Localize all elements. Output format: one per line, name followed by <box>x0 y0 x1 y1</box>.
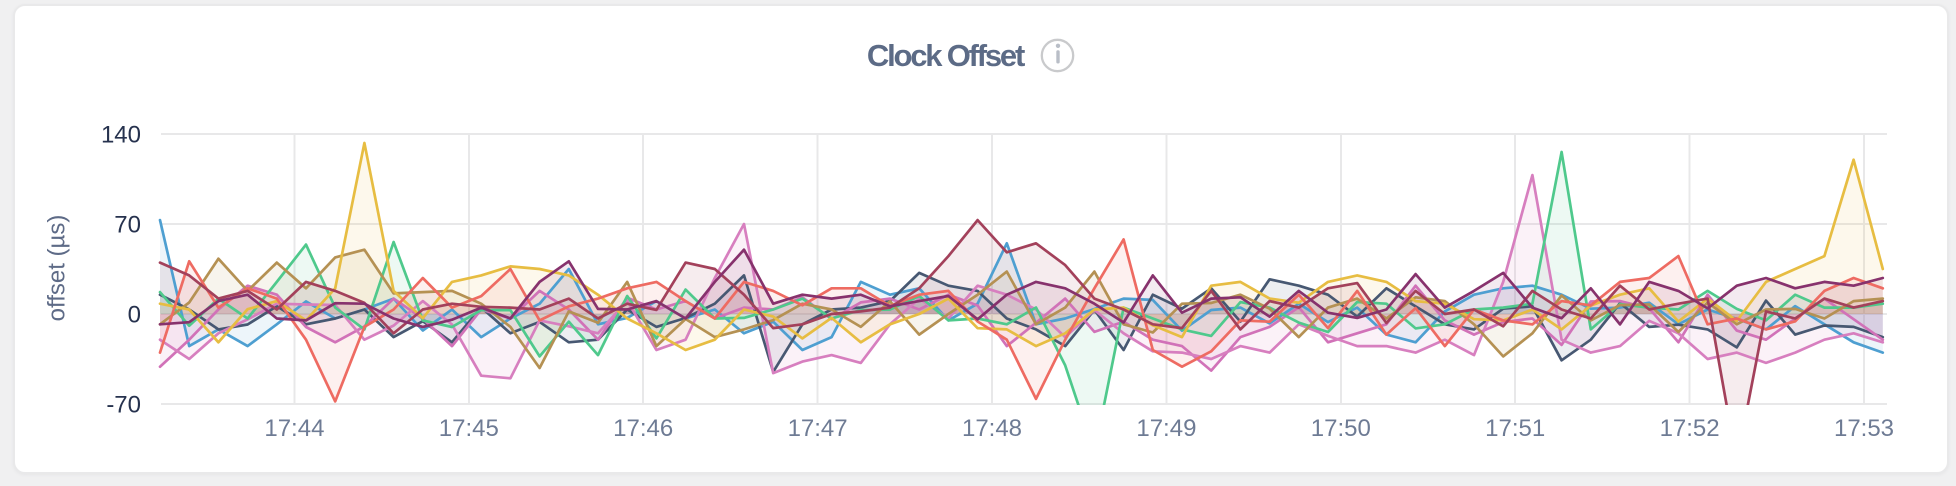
svg-text:17:45: 17:45 <box>439 415 499 442</box>
svg-text:-70: -70 <box>106 392 141 419</box>
svg-text:17:47: 17:47 <box>788 415 848 442</box>
svg-text:17:46: 17:46 <box>613 415 673 442</box>
svg-text:17:53: 17:53 <box>1834 415 1894 442</box>
svg-text:17:52: 17:52 <box>1660 415 1720 442</box>
svg-text:140: 140 <box>101 122 141 149</box>
svg-text:70: 70 <box>114 212 141 239</box>
svg-text:17:48: 17:48 <box>962 415 1022 442</box>
svg-text:offset (µs): offset (µs) <box>44 215 71 322</box>
svg-text:17:51: 17:51 <box>1485 415 1545 442</box>
svg-text:Clock Offset: Clock Offset <box>867 38 1025 73</box>
svg-text:0: 0 <box>128 302 141 329</box>
svg-text:17:44: 17:44 <box>264 415 324 442</box>
svg-text:17:49: 17:49 <box>1136 415 1196 442</box>
svg-text:17:50: 17:50 <box>1311 415 1371 442</box>
